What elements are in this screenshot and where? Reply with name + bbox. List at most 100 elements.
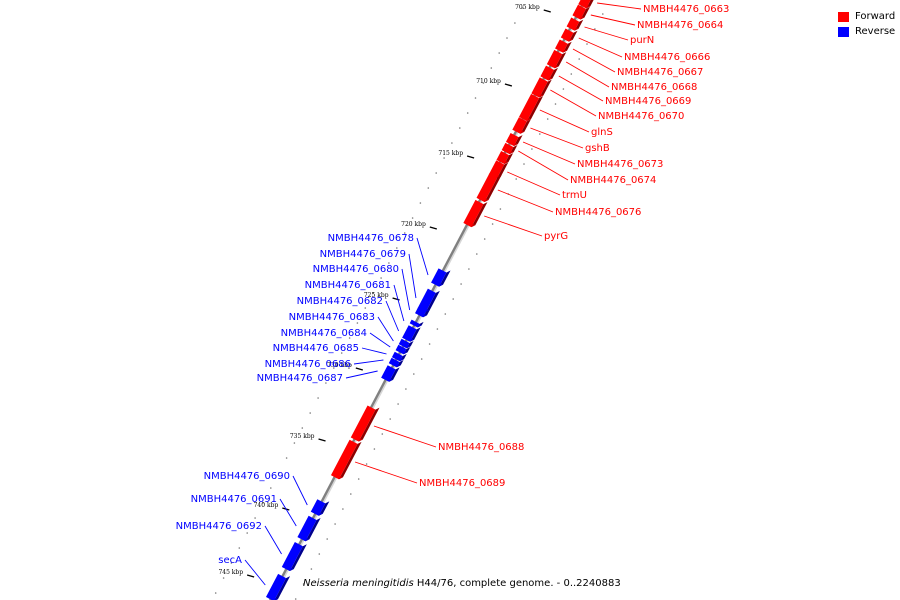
track-dot [586,43,588,45]
gene-top-face [274,576,291,600]
forward-gene [572,4,591,20]
forward-gene [350,405,380,442]
track-dot [340,352,343,354]
gene-front-face [409,319,420,328]
gene-label: NMBH4476_0689 [419,478,505,489]
gene-front-face [266,573,287,600]
forward-gene [519,93,544,122]
gene-label: glnS [591,127,613,138]
track-dot [310,568,313,570]
gene-leader-line [244,559,266,586]
position-dots [214,7,604,600]
tick-label: 740 kbp [254,502,279,509]
track-dot [452,298,455,300]
gene-leader-line [484,215,543,237]
tick-mark [429,226,438,230]
gene-leader-line [292,475,308,506]
gene-front-face [531,77,548,98]
reverse-gene [402,325,421,342]
track-dot [435,172,438,174]
gene-top-face [471,202,488,228]
gene-labels: NMBH4476_0663 NMBH4476_0664 purN NMBH4476_0… [176,2,729,586]
caption-rest: H44/76, complete genome. - 0..2240883 [413,578,621,589]
gene-label: NMBH4476_0669 [605,96,691,107]
gene-leader-line [497,189,554,213]
gene-top-face [580,6,591,20]
tick-label: 720 kbp [401,221,426,228]
track-dot [466,112,469,114]
track-dot [476,253,478,255]
track-dot [270,487,272,489]
gene-front-face [572,4,587,20]
gene-top-face [439,270,451,287]
gene-front-face [431,268,447,287]
gene-label: NMBH4476_0673 [577,159,663,170]
gene-front-face [578,0,591,9]
forward-gene [531,77,552,98]
gene-label: NMBH4476_0674 [570,175,656,186]
track-dot [411,217,414,219]
track-dot [483,238,486,240]
gene-top-face [548,67,558,81]
gene-front-face [476,173,498,202]
tick-label: 710 kbp [476,78,501,85]
gene-leader-line [572,48,616,73]
forward-swatch [838,11,849,22]
gene-label: NMBH4476_0687 [257,373,343,384]
gene-leader-line [393,284,405,322]
tick-mark [318,438,326,442]
forward-gene [546,49,567,69]
track-dot [443,157,445,159]
reverse-gene [281,542,307,571]
reverse-gene [381,365,400,382]
legend-reverse-label: Reverse [855,26,896,37]
track-dot [602,13,604,15]
gene-label: secA [218,555,242,566]
reverse-gene [297,515,321,542]
track-dot [380,277,382,279]
track-dot [230,562,233,564]
track-dot [490,67,493,69]
track-dot [372,292,375,294]
track-dot [342,508,344,510]
forward-gene [560,28,578,42]
gene-leader-line [578,37,623,58]
gene-label: NMBH4476_0666 [624,52,710,63]
gene-label: gshB [585,143,610,154]
track-dot [523,163,525,165]
tick-mark [392,297,400,301]
track-dot [309,412,312,414]
gene-leader-line [385,300,400,332]
reverse-gene [266,573,291,600]
track-dot [506,37,508,39]
track-dot [546,118,549,120]
gene-top-face [520,119,531,134]
track-dot [214,592,217,594]
track-dot [451,142,453,144]
gene-label: NMBH4476_0664 [637,20,723,31]
track-dot [482,82,485,84]
gene-front-face [297,515,317,542]
gene-label: NMBH4476_0692 [176,521,262,532]
tick-label: 745 kbp [218,569,243,576]
track-dot [474,97,477,99]
track-dot [389,418,392,420]
genome-caption: Neisseria meningitidis H44/76, complete … [303,578,621,589]
gene-leader-line [584,26,629,41]
gene-label: NMBH4476_0678 [328,233,414,244]
gene-front-face [391,351,403,362]
gene-front-face [395,344,407,355]
reverse-gene [409,319,424,328]
reverse-gene [431,268,451,287]
tick-label: 735 kbp [290,433,315,440]
reverse-gene [391,351,407,362]
track-dot [318,553,321,555]
gene-front-face [415,307,426,318]
gene-label: trmU [562,190,587,201]
track-dot [238,547,241,549]
track-dot [436,328,439,330]
gene-leader-line [377,316,394,342]
reverse-swatch [838,26,849,37]
gene-top-face [305,517,321,542]
